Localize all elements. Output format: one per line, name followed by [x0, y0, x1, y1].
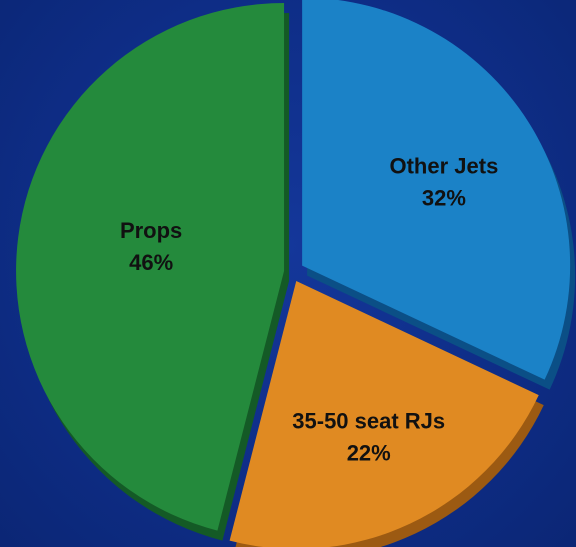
- slice-value-35-50-seat-rjs: 22%: [347, 441, 391, 466]
- pie-slice-35-50-seat-rjs: [229, 281, 539, 547]
- slice-label-other-jets: Other Jets: [389, 153, 498, 178]
- slice-value-other-jets: 32%: [422, 185, 466, 210]
- pie-slice-other-jets: [302, 0, 571, 380]
- slice-label-35-50-seat-rjs: 35-50 seat RJs: [292, 409, 445, 434]
- pie-slice-props: [16, 2, 285, 531]
- slice-label-props: Props: [120, 218, 182, 243]
- slice-value-props: 46%: [129, 250, 173, 275]
